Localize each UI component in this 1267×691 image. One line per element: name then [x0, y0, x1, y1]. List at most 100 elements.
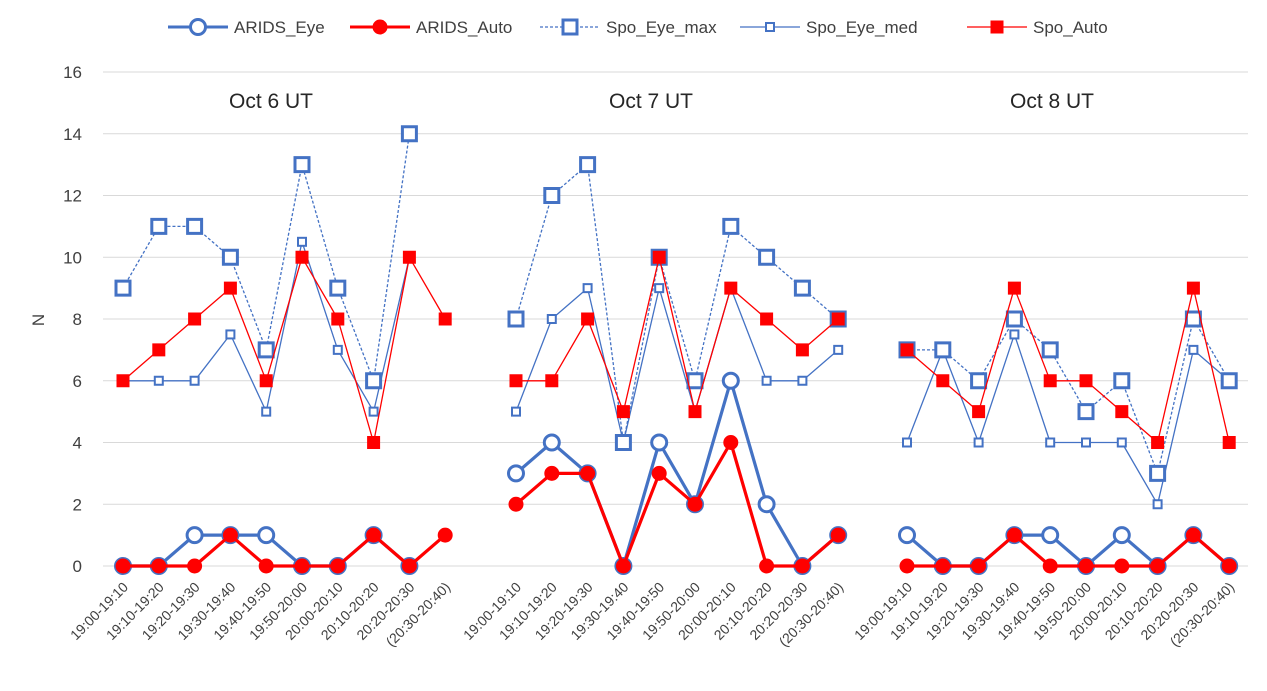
- point-spo-eye-max-panel-3: [970, 372, 988, 390]
- point-arids-eye-panel-2: [757, 495, 776, 514]
- y-tick-label: 2: [73, 495, 82, 514]
- point-spo-eye-med-panel-1: [153, 375, 164, 386]
- series-line-arids-eye-panel-2: [514, 379, 840, 568]
- point-spo-auto-panel-2: [616, 405, 630, 419]
- point-spo-eye-med-panel-1: [368, 406, 379, 417]
- point-arids-auto-panel-3: [1185, 527, 1201, 543]
- point-arids-auto-panel-2: [615, 558, 631, 574]
- point-spo-eye-med-panel-3: [902, 437, 912, 448]
- point-spo-eye-max-panel-1: [114, 279, 132, 297]
- point-spo-auto-panel-1: [295, 250, 309, 264]
- point-spo-auto-panel-3: [972, 405, 986, 419]
- point-arids-auto-panel-2: [830, 527, 846, 543]
- point-spo-eye-max-panel-3: [1113, 372, 1131, 390]
- point-arids-auto-panel-1: [330, 558, 346, 574]
- point-spo-auto-panel-3: [936, 374, 950, 388]
- point-spo-auto-panel-1: [188, 312, 202, 326]
- panel-title-3: Oct 8 UT: [1010, 90, 1094, 113]
- point-spo-eye-med-panel-2: [761, 375, 772, 386]
- point-spo-auto-panel-2: [760, 312, 774, 326]
- point-spo-auto-panel-3: [900, 343, 914, 357]
- point-arids-auto-panel-3: [899, 558, 915, 574]
- series-line-spo-eye-max-panel-2: [515, 163, 839, 444]
- point-spo-eye-max-panel-2: [686, 372, 704, 390]
- point-spo-eye-med-panel-1: [225, 329, 236, 340]
- legend-marker-spo-eye-med: [765, 22, 775, 32]
- point-arids-eye-panel-1: [185, 526, 204, 545]
- series-line-spo-auto-panel-2: [516, 256, 839, 413]
- point-spo-eye-max-panel-3: [1149, 464, 1167, 482]
- point-spo-eye-max-panel-1: [150, 217, 168, 235]
- point-spo-eye-med-panel-3: [1116, 437, 1127, 448]
- series-line-arids-auto-panel-1: [123, 533, 447, 568]
- point-arids-auto-panel-3: [1150, 558, 1166, 574]
- point-arids-auto-panel-1: [187, 558, 203, 574]
- point-spo-eye-med-panel-1: [332, 344, 343, 355]
- point-spo-eye-max-panel-2: [793, 279, 811, 297]
- y-tick-label: 4: [73, 434, 82, 453]
- point-spo-eye-max-panel-1: [221, 248, 239, 266]
- point-arids-auto-panel-3: [935, 558, 951, 574]
- point-spo-eye-med-panel-2: [797, 375, 808, 386]
- point-spo-auto-panel-1: [116, 374, 130, 388]
- legend-label: Spo_Auto: [1033, 18, 1108, 37]
- y-tick-label: 16: [63, 63, 82, 82]
- point-arids-eye-panel-2: [721, 371, 740, 390]
- legend-marker-arids-auto: [372, 19, 388, 35]
- point-spo-auto-panel-2: [581, 312, 595, 326]
- point-arids-auto-panel-3: [1078, 558, 1094, 574]
- point-spo-eye-med-panel-3: [973, 437, 984, 448]
- point-arids-auto-panel-1: [401, 558, 417, 574]
- point-arids-eye-panel-1: [257, 526, 276, 545]
- y-tick-label: 6: [73, 372, 82, 391]
- point-arids-eye-panel-2: [650, 433, 669, 452]
- point-spo-eye-max-panel-3: [1005, 310, 1023, 328]
- series-line-spo-eye-med-panel-2: [515, 287, 839, 444]
- y-tick-label: 10: [63, 248, 82, 267]
- point-arids-auto-panel-1: [222, 527, 238, 543]
- point-arids-auto-panel-3: [1006, 527, 1022, 543]
- point-arids-auto-panel-2: [580, 465, 596, 481]
- point-spo-auto-panel-1: [152, 343, 166, 357]
- point-spo-auto-panel-1: [259, 374, 273, 388]
- point-spo-auto-panel-3: [1222, 436, 1236, 449]
- point-spo-eye-max-panel-1: [186, 217, 204, 235]
- point-spo-eye-max-panel-1: [365, 372, 383, 390]
- series-line-arids-eye-panel-3: [905, 533, 1231, 568]
- point-spo-eye-max-panel-2: [507, 310, 525, 328]
- panel-title-2: Oct 7 UT: [609, 90, 693, 113]
- point-arids-eye-panel-2: [542, 433, 561, 452]
- point-spo-eye-max-panel-1: [400, 125, 418, 143]
- point-spo-eye-max-panel-3: [1220, 372, 1238, 390]
- point-spo-auto-panel-2: [724, 281, 738, 295]
- point-spo-auto-panel-2: [509, 374, 523, 388]
- point-spo-eye-med-panel-3: [1081, 437, 1091, 448]
- legend-label: ARIDS_Eye: [234, 18, 325, 37]
- point-spo-eye-max-panel-3: [934, 341, 952, 359]
- point-arids-eye-panel-3: [1041, 526, 1060, 545]
- legend-marker-spo-eye-max: [561, 18, 579, 36]
- point-spo-eye-med-panel-3: [1188, 344, 1199, 355]
- point-arids-auto-panel-3: [971, 558, 987, 574]
- point-arids-eye-panel-2: [507, 464, 525, 483]
- point-arids-auto-panel-2: [794, 558, 810, 574]
- y-axis-label: N: [29, 314, 48, 326]
- point-spo-eye-med-panel-2: [833, 344, 844, 355]
- y-tick-label: 8: [73, 310, 82, 329]
- point-spo-eye-max-panel-2: [579, 156, 597, 174]
- point-arids-auto-panel-2: [759, 558, 775, 574]
- point-arids-auto-panel-1: [151, 558, 167, 574]
- point-spo-auto-panel-3: [1043, 374, 1057, 388]
- panel-title-1: Oct 6 UT: [229, 90, 313, 113]
- legend-label: Spo_Eye_max: [606, 18, 717, 37]
- point-arids-eye-panel-3: [898, 526, 916, 545]
- point-arids-auto-panel-3: [1221, 558, 1237, 574]
- point-arids-auto-panel-1: [115, 558, 131, 574]
- point-spo-eye-max-panel-1: [329, 279, 347, 297]
- point-spo-auto-panel-2: [795, 343, 809, 357]
- series-line-spo-auto-panel-1: [122, 256, 446, 444]
- point-arids-auto-panel-2: [687, 496, 703, 512]
- series-line-spo-eye-max-panel-1: [122, 133, 411, 382]
- point-spo-eye-max-panel-1: [293, 156, 311, 174]
